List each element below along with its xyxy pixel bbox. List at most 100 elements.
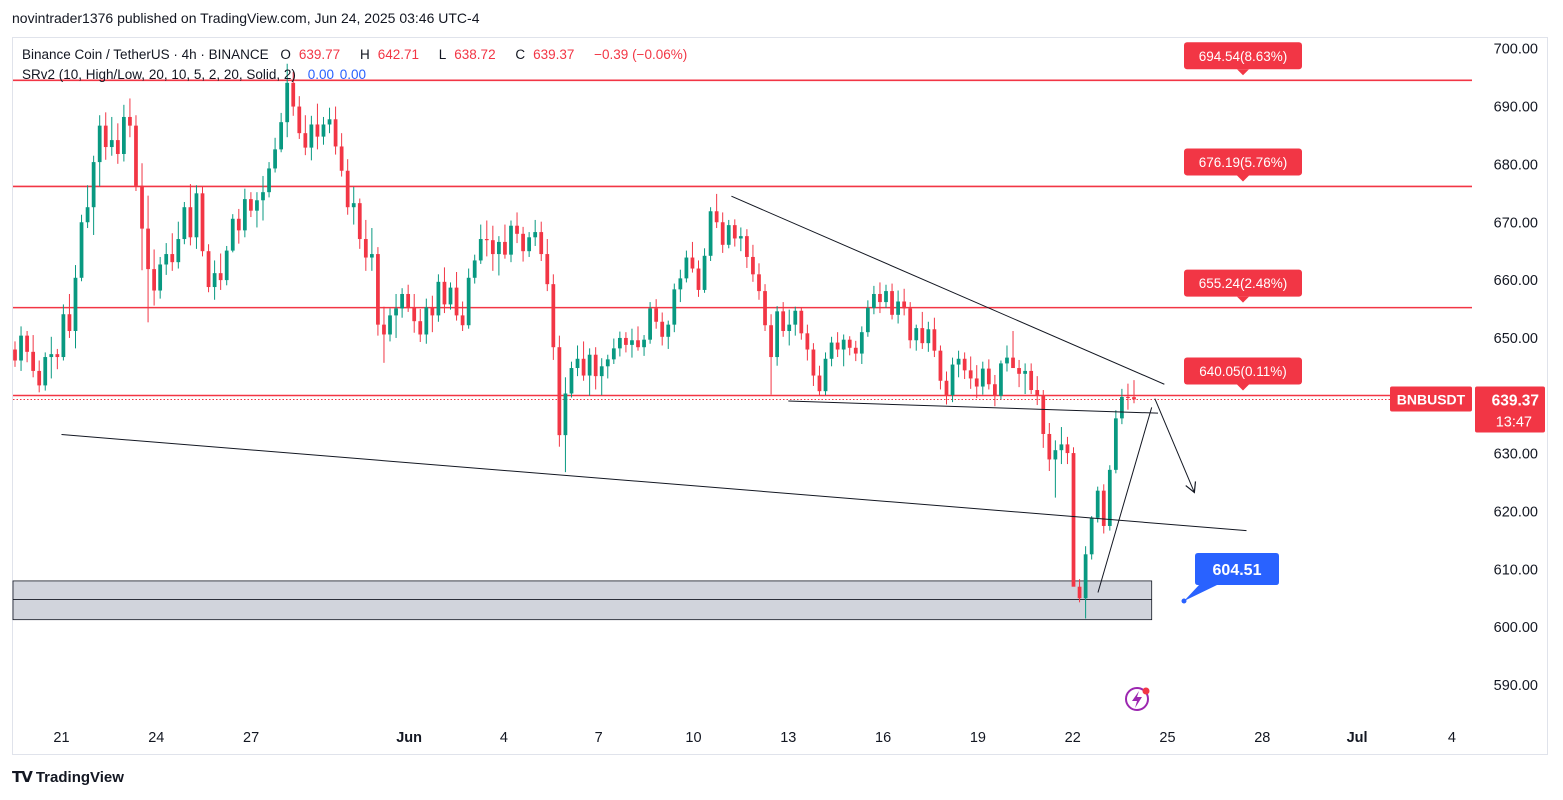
candle-body <box>714 211 719 223</box>
candle-body <box>297 106 302 134</box>
candle-body <box>1077 586 1082 599</box>
candle <box>164 243 169 275</box>
candle <box>847 336 852 356</box>
x-tick-label: Jul <box>1347 730 1368 746</box>
candle-body <box>400 293 404 309</box>
candle <box>521 226 525 262</box>
candle <box>666 320 671 349</box>
candle-body <box>339 146 344 171</box>
candle-body <box>515 225 519 234</box>
candle-body <box>660 321 665 337</box>
candle <box>1113 410 1118 474</box>
candle <box>1132 380 1136 404</box>
candle-body <box>1017 368 1021 374</box>
candle-body <box>654 308 659 322</box>
candle <box>13 341 17 367</box>
candle-body <box>781 311 786 332</box>
candle <box>787 309 792 346</box>
candle-body <box>974 378 979 387</box>
candle-body <box>956 358 961 365</box>
candle <box>182 202 187 245</box>
candle-body <box>49 354 54 358</box>
candle-body <box>648 308 652 340</box>
candle <box>158 256 163 299</box>
candle <box>297 96 302 139</box>
candle <box>128 98 132 138</box>
candle-body <box>666 324 671 337</box>
candle-body <box>569 368 574 394</box>
lightning-icon-ring <box>1125 687 1149 711</box>
candle <box>914 324 919 351</box>
level-label-2: 655.24(2.48%) <box>1184 269 1302 303</box>
candle <box>363 219 368 271</box>
candle <box>1120 388 1124 425</box>
chart-legend: Binance Coin / TetherUS · 4h · BINANCE O… <box>22 45 695 85</box>
legend-symbol: Binance Coin / TetherUS · 4h · BINANCE <box>22 47 269 62</box>
candle <box>551 274 556 360</box>
candle <box>1107 465 1112 531</box>
legend-open-value: 639.77 <box>298 47 341 62</box>
candle <box>865 300 870 337</box>
candle-body <box>847 339 852 348</box>
candle-body <box>811 349 816 376</box>
candles-layer <box>13 63 1136 619</box>
y-tick-label: 620.00 <box>1494 505 1538 521</box>
candle-body <box>436 281 441 316</box>
candle-body <box>212 273 217 288</box>
candle <box>460 301 465 332</box>
candle-body <box>521 233 525 252</box>
candle <box>648 302 652 344</box>
candle-body <box>859 332 864 354</box>
candle-body <box>557 347 562 436</box>
candle-body <box>702 255 707 290</box>
axes-layer: 590.00600.00610.00620.00630.00640.00650.… <box>53 42 1545 746</box>
candle-body <box>158 264 163 291</box>
x-tick-label: 21 <box>53 730 69 746</box>
candle-body <box>672 289 677 325</box>
candle <box>170 233 175 271</box>
candle <box>1071 447 1076 587</box>
callout-badge <box>1184 553 1279 601</box>
candle-body <box>745 236 749 257</box>
candle-body <box>805 333 810 350</box>
candle <box>400 288 404 318</box>
tradingview-logo-icon: 𝗧𝗩 <box>12 768 33 786</box>
candle-body <box>291 82 296 107</box>
candle <box>617 331 622 357</box>
footer-brand[interactable]: 𝗧𝗩 TradingView <box>12 768 124 786</box>
candle-body <box>587 354 592 376</box>
candle <box>902 288 907 316</box>
candle-body <box>406 293 411 308</box>
candle <box>25 331 29 363</box>
candle-body <box>823 358 828 392</box>
candle-body <box>690 257 695 269</box>
candle <box>950 357 955 403</box>
candle-body <box>775 311 780 358</box>
candle <box>672 283 677 333</box>
candle-body <box>787 324 792 332</box>
candle <box>73 265 78 349</box>
candle <box>291 71 296 116</box>
candle-body <box>624 337 628 345</box>
candle-body <box>878 293 882 303</box>
y-tick-label: 630.00 <box>1494 447 1538 463</box>
candle-body <box>497 241 501 255</box>
candle-body <box>55 354 60 358</box>
candle-body <box>134 125 138 186</box>
candle <box>962 352 967 380</box>
candle-body <box>418 321 423 335</box>
candle-body <box>962 358 967 371</box>
candle-body <box>176 239 181 263</box>
y-tick-label: 610.00 <box>1494 562 1538 578</box>
candle-body <box>236 218 241 231</box>
candle <box>908 302 913 349</box>
legend-low-label: L <box>438 47 447 62</box>
x-tick-label: 19 <box>970 730 986 746</box>
candle-body <box>13 349 17 361</box>
candle-body <box>122 116 126 154</box>
candle-body <box>738 236 743 239</box>
candle-body <box>708 211 713 256</box>
candle-body <box>249 199 253 211</box>
candle <box>497 236 501 276</box>
